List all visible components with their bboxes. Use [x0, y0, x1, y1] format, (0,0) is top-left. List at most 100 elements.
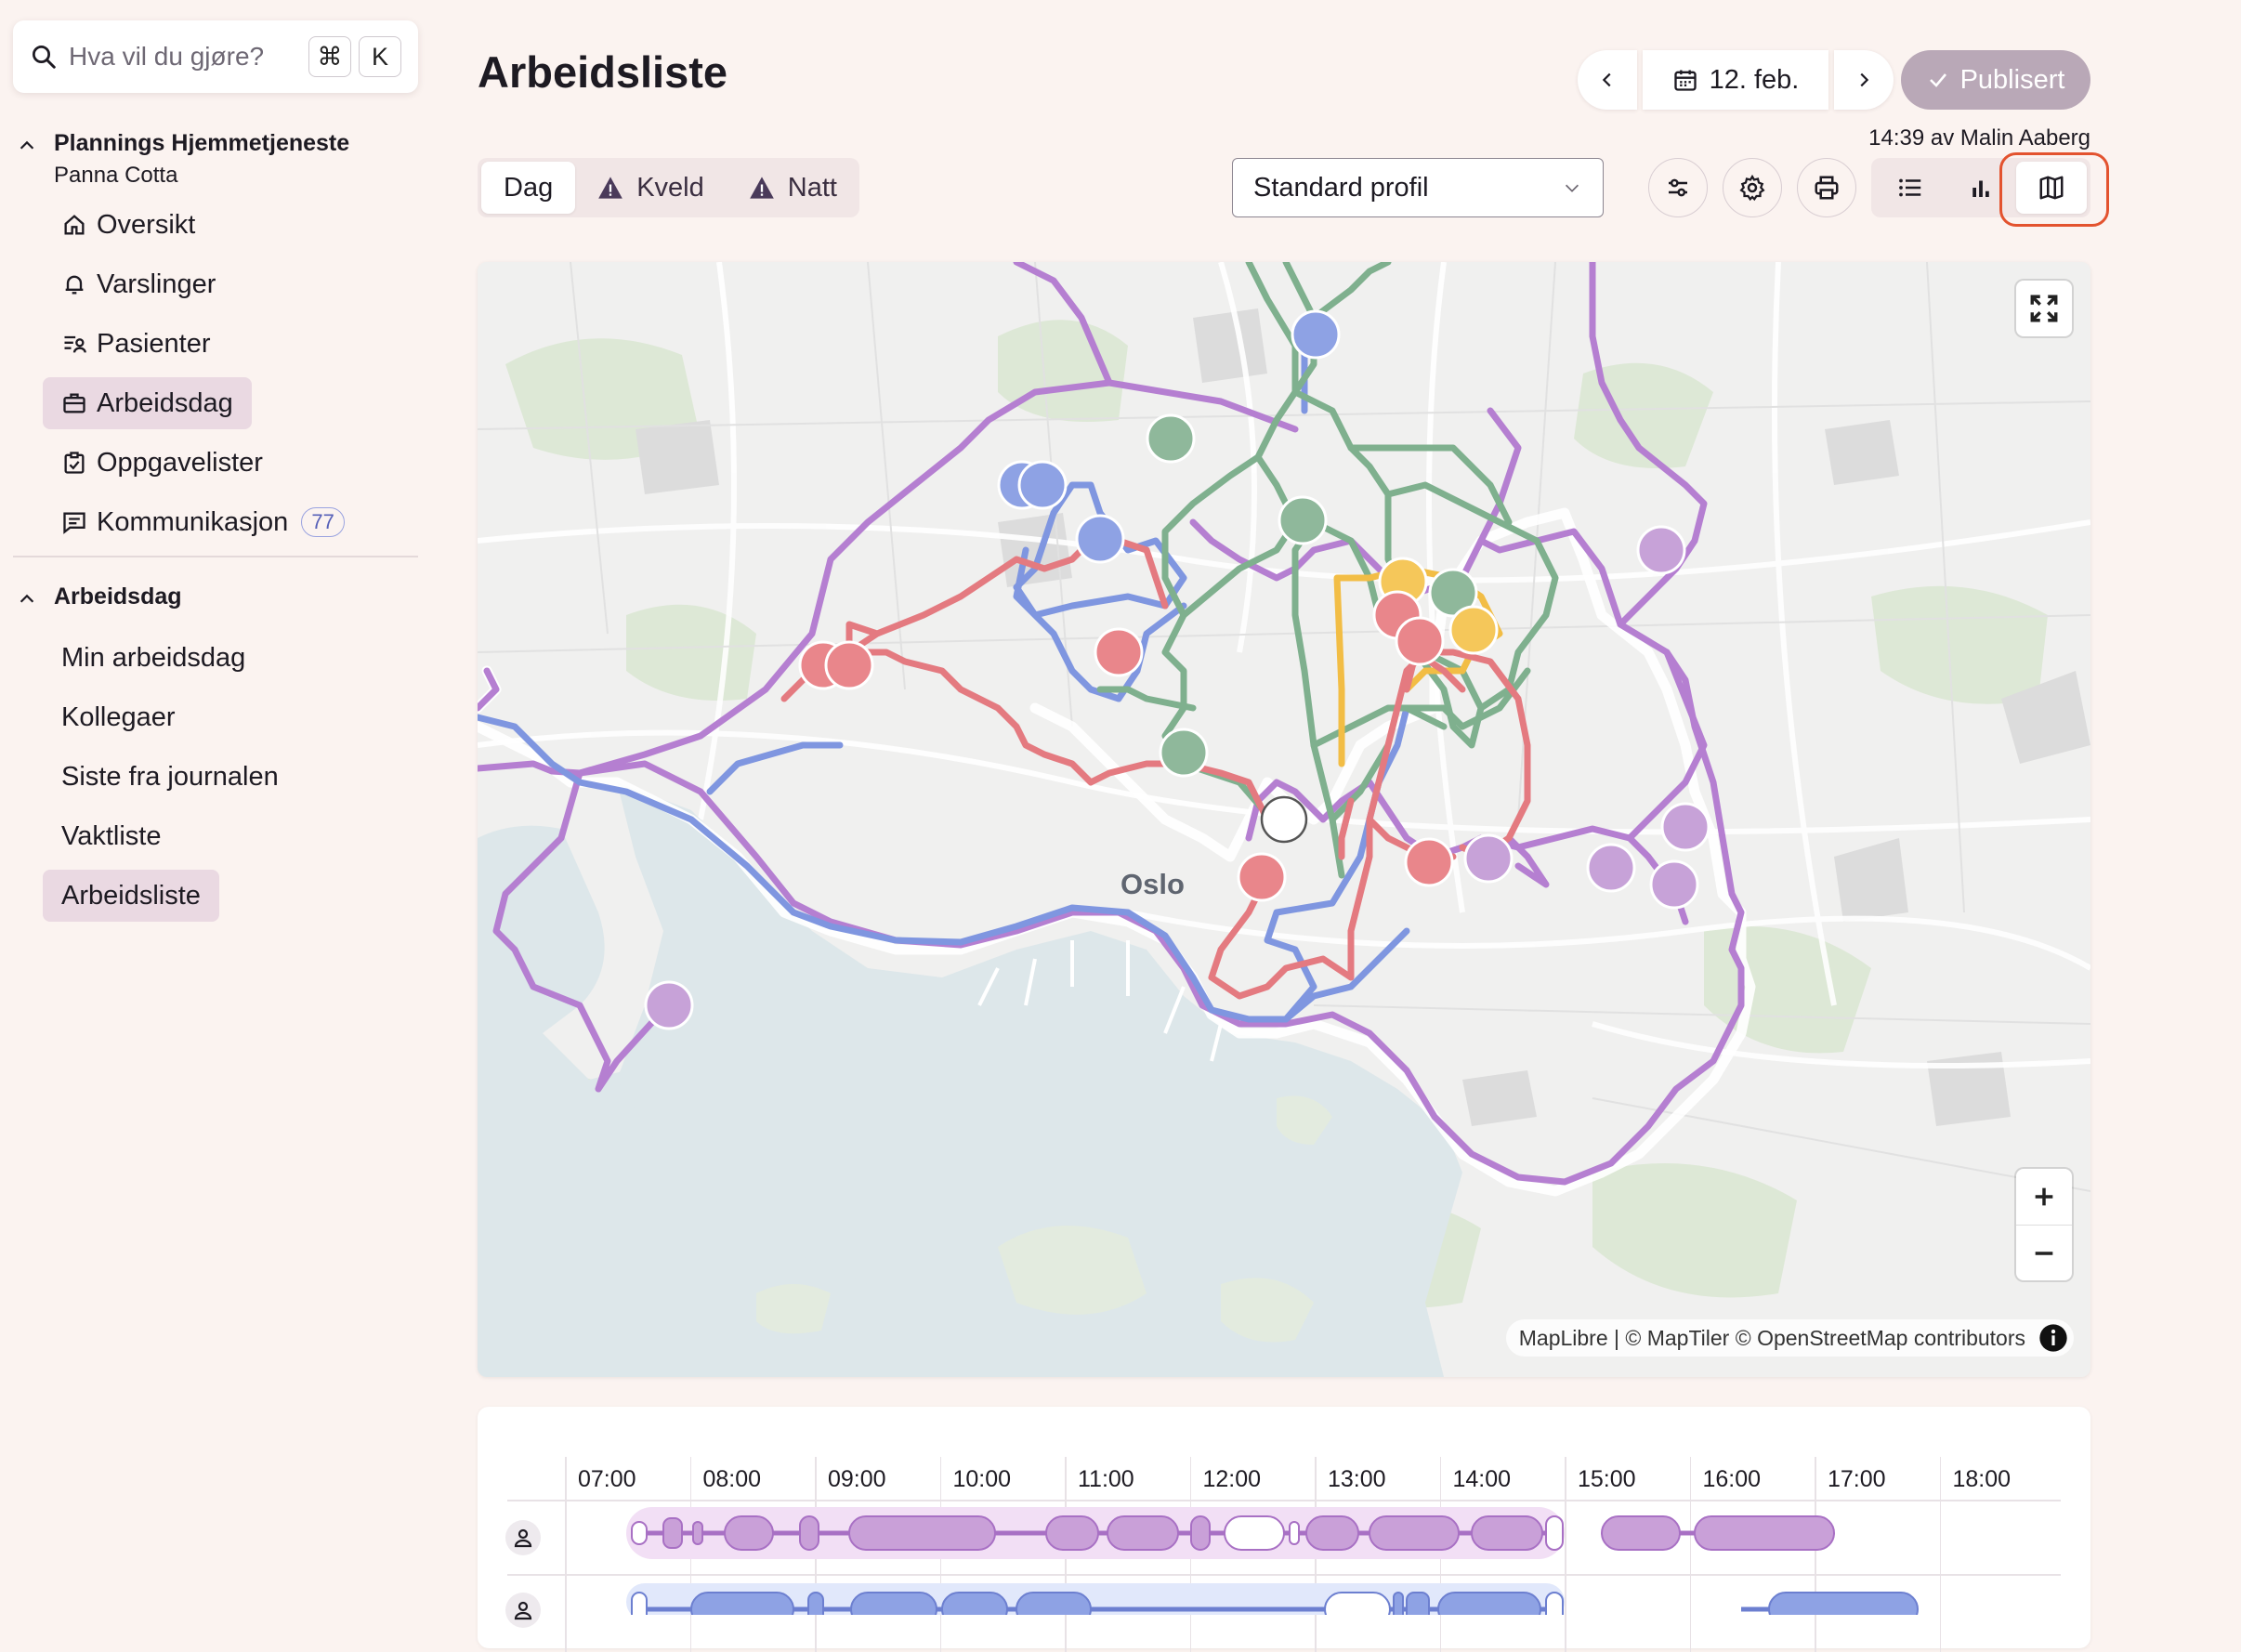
- page-title: Arbeidsliste: [478, 47, 728, 97]
- sidebar-item-pasienter[interactable]: Pasienter: [43, 318, 229, 370]
- patients-icon: [64, 335, 86, 353]
- zoom-in-button[interactable]: [2016, 1169, 2072, 1225]
- check-icon: [1929, 73, 1946, 87]
- timeline-header-divider: [507, 1500, 2061, 1501]
- timeline-hour-label: 13:00: [1328, 1466, 1386, 1492]
- timeline-hour-line: [1689, 1457, 1691, 1652]
- list-icon: [1899, 178, 1921, 197]
- minus-icon: [2035, 1251, 2053, 1255]
- org-sub: Panna Cotta: [54, 163, 178, 188]
- timeline-hour-label: 17:00: [1828, 1466, 1886, 1492]
- tab-label: Dag: [504, 172, 554, 203]
- date-navigator: 12. feb.: [1578, 50, 1894, 110]
- timeline-hour-label: 18:00: [1952, 1466, 2012, 1492]
- timeline-hour-label: 14:00: [1452, 1466, 1512, 1492]
- timeline-hour-label: 11:00: [1078, 1466, 1134, 1492]
- chevron-right-icon: [1860, 72, 1869, 87]
- timeline-hour-label: 10:00: [952, 1466, 1012, 1492]
- tab-label: Kveld: [636, 172, 704, 203]
- fullscreen-button[interactable]: [2016, 281, 2072, 336]
- list-view-button[interactable]: [1875, 162, 1946, 214]
- sidebar-item-arbeidsdag[interactable]: Arbeidsdag: [43, 377, 252, 429]
- chevron-up-icon: [20, 594, 34, 603]
- printer-icon: [1815, 176, 1839, 200]
- org-section-header[interactable]: Plannings Hjemmetjeneste Panna Cotta: [17, 130, 349, 189]
- workday-section-header[interactable]: Arbeidsdag: [17, 583, 182, 610]
- timeline-panel: 07:00 08:00 09:00 10:00 11:00 12:00 13:00 14:00…: [478, 1407, 2090, 1652]
- route-map[interactable]: Oslo MapLibre | © MapTiler © OpenStreetM…: [478, 262, 2090, 1377]
- publish-button[interactable]: Publisert: [1901, 50, 2090, 110]
- tab-dag[interactable]: Dag: [481, 162, 576, 214]
- sidebar-item-label: Varslinger: [97, 269, 216, 299]
- print-button[interactable]: [1797, 158, 1856, 217]
- timeline-hour-label: 15:00: [1578, 1466, 1636, 1492]
- info-icon[interactable]: [2038, 1323, 2068, 1353]
- map-canvas[interactable]: [478, 262, 2090, 1377]
- sidebar-item-label: Kommunikasjon: [97, 506, 289, 537]
- sidebar-item-varslinger[interactable]: Varslinger: [43, 258, 234, 310]
- section-title: Arbeidsdag: [54, 583, 182, 610]
- timeline-hour-line: [1815, 1457, 1816, 1652]
- published-by-text: 14:39 av Malin Aaberg: [1868, 125, 2090, 151]
- prev-day-button[interactable]: [1578, 50, 1637, 110]
- tab-natt[interactable]: Natt: [727, 162, 859, 214]
- search-placeholder: Hva vil du gjøre?: [69, 42, 265, 71]
- timeline-hour-line: [1939, 1457, 1941, 1652]
- chevron-left-icon: [1602, 72, 1611, 87]
- bar-chart-icon: [1972, 180, 1989, 197]
- map-icon: [2039, 176, 2064, 200]
- shift-tabs: Dag Kveld Natt: [478, 158, 859, 217]
- person-icon: [514, 1528, 532, 1548]
- search-input[interactable]: Hva vil du gjøre? ⌘ K: [13, 20, 418, 93]
- sidebar-item-label: Min arbeidsdag: [61, 642, 246, 673]
- timeline-hour-label: 16:00: [1702, 1466, 1762, 1492]
- publish-label: Publisert: [1959, 64, 2065, 95]
- sidebar-item-kommunikasjon[interactable]: Kommunikasjon 77: [43, 496, 363, 548]
- timeline-hour-label: 07:00: [578, 1466, 636, 1492]
- settings-button[interactable]: [1723, 158, 1782, 217]
- gear-icon: [1739, 174, 1765, 202]
- sliders-icon: [1669, 178, 1687, 197]
- next-day-button[interactable]: [1834, 50, 1894, 110]
- sidebar-item-journal[interactable]: Siste fra journalen: [43, 751, 297, 803]
- workday-icon: [63, 393, 85, 413]
- sidebar-item-kollegaer[interactable]: Kollegaer: [43, 691, 194, 743]
- filter-button[interactable]: [1648, 158, 1708, 217]
- sidebar-item-label: Oversikt: [97, 209, 196, 240]
- sidebar-item-arbeidsliste[interactable]: Arbeidsliste: [43, 870, 219, 922]
- zoom-out-button[interactable]: [2016, 1225, 2072, 1280]
- sidebar-item-label: Siste fra journalen: [61, 761, 279, 792]
- org-name: Plannings Hjemmetjeneste: [54, 130, 350, 156]
- fullscreen-icon: [2030, 295, 2058, 322]
- warning-icon: [598, 177, 623, 199]
- sidebar-item-label: Vaktliste: [61, 820, 162, 851]
- search-icon: [33, 46, 56, 69]
- sidebar-item-oppgavelister[interactable]: Oppgavelister: [43, 437, 282, 489]
- chevron-up-icon: [20, 140, 34, 150]
- home-icon: [64, 215, 85, 235]
- timeline-hour-line: [565, 1457, 567, 1652]
- timeline-hour-label: 08:00: [702, 1466, 762, 1492]
- map-view-button[interactable]: [2016, 162, 2087, 214]
- unread-badge: 77: [301, 507, 345, 537]
- timeline-row-divider: [507, 1574, 2061, 1576]
- sidebar-divider: [13, 556, 418, 557]
- warning-icon: [749, 177, 774, 199]
- sidebar-item-vaktliste[interactable]: Vaktliste: [43, 810, 179, 862]
- clipboard-icon: [64, 452, 85, 474]
- profile-select-value: Standard profil: [1253, 172, 1429, 203]
- sidebar-item-label: Oppgavelister: [97, 447, 263, 478]
- tab-kveld[interactable]: Kveld: [575, 162, 727, 214]
- timeline-hour-label: 12:00: [1202, 1466, 1262, 1492]
- timeline-bars[interactable]: [478, 1407, 2090, 1615]
- sidebar-item-min-arbeidsdag[interactable]: Min arbeidsdag: [43, 632, 264, 684]
- chart-view-button[interactable]: [1946, 162, 2016, 214]
- date-label: 12. feb.: [1709, 64, 1800, 95]
- view-switcher: [1871, 158, 2090, 217]
- sidebar-item-oversikt[interactable]: Oversikt: [43, 199, 214, 251]
- date-picker-button[interactable]: 12. feb.: [1643, 50, 1828, 110]
- employee-avatar[interactable]: [505, 1520, 541, 1555]
- calendar-icon: [1673, 70, 1697, 91]
- bell-icon: [65, 275, 84, 295]
- profile-select[interactable]: Standard profil: [1232, 158, 1604, 217]
